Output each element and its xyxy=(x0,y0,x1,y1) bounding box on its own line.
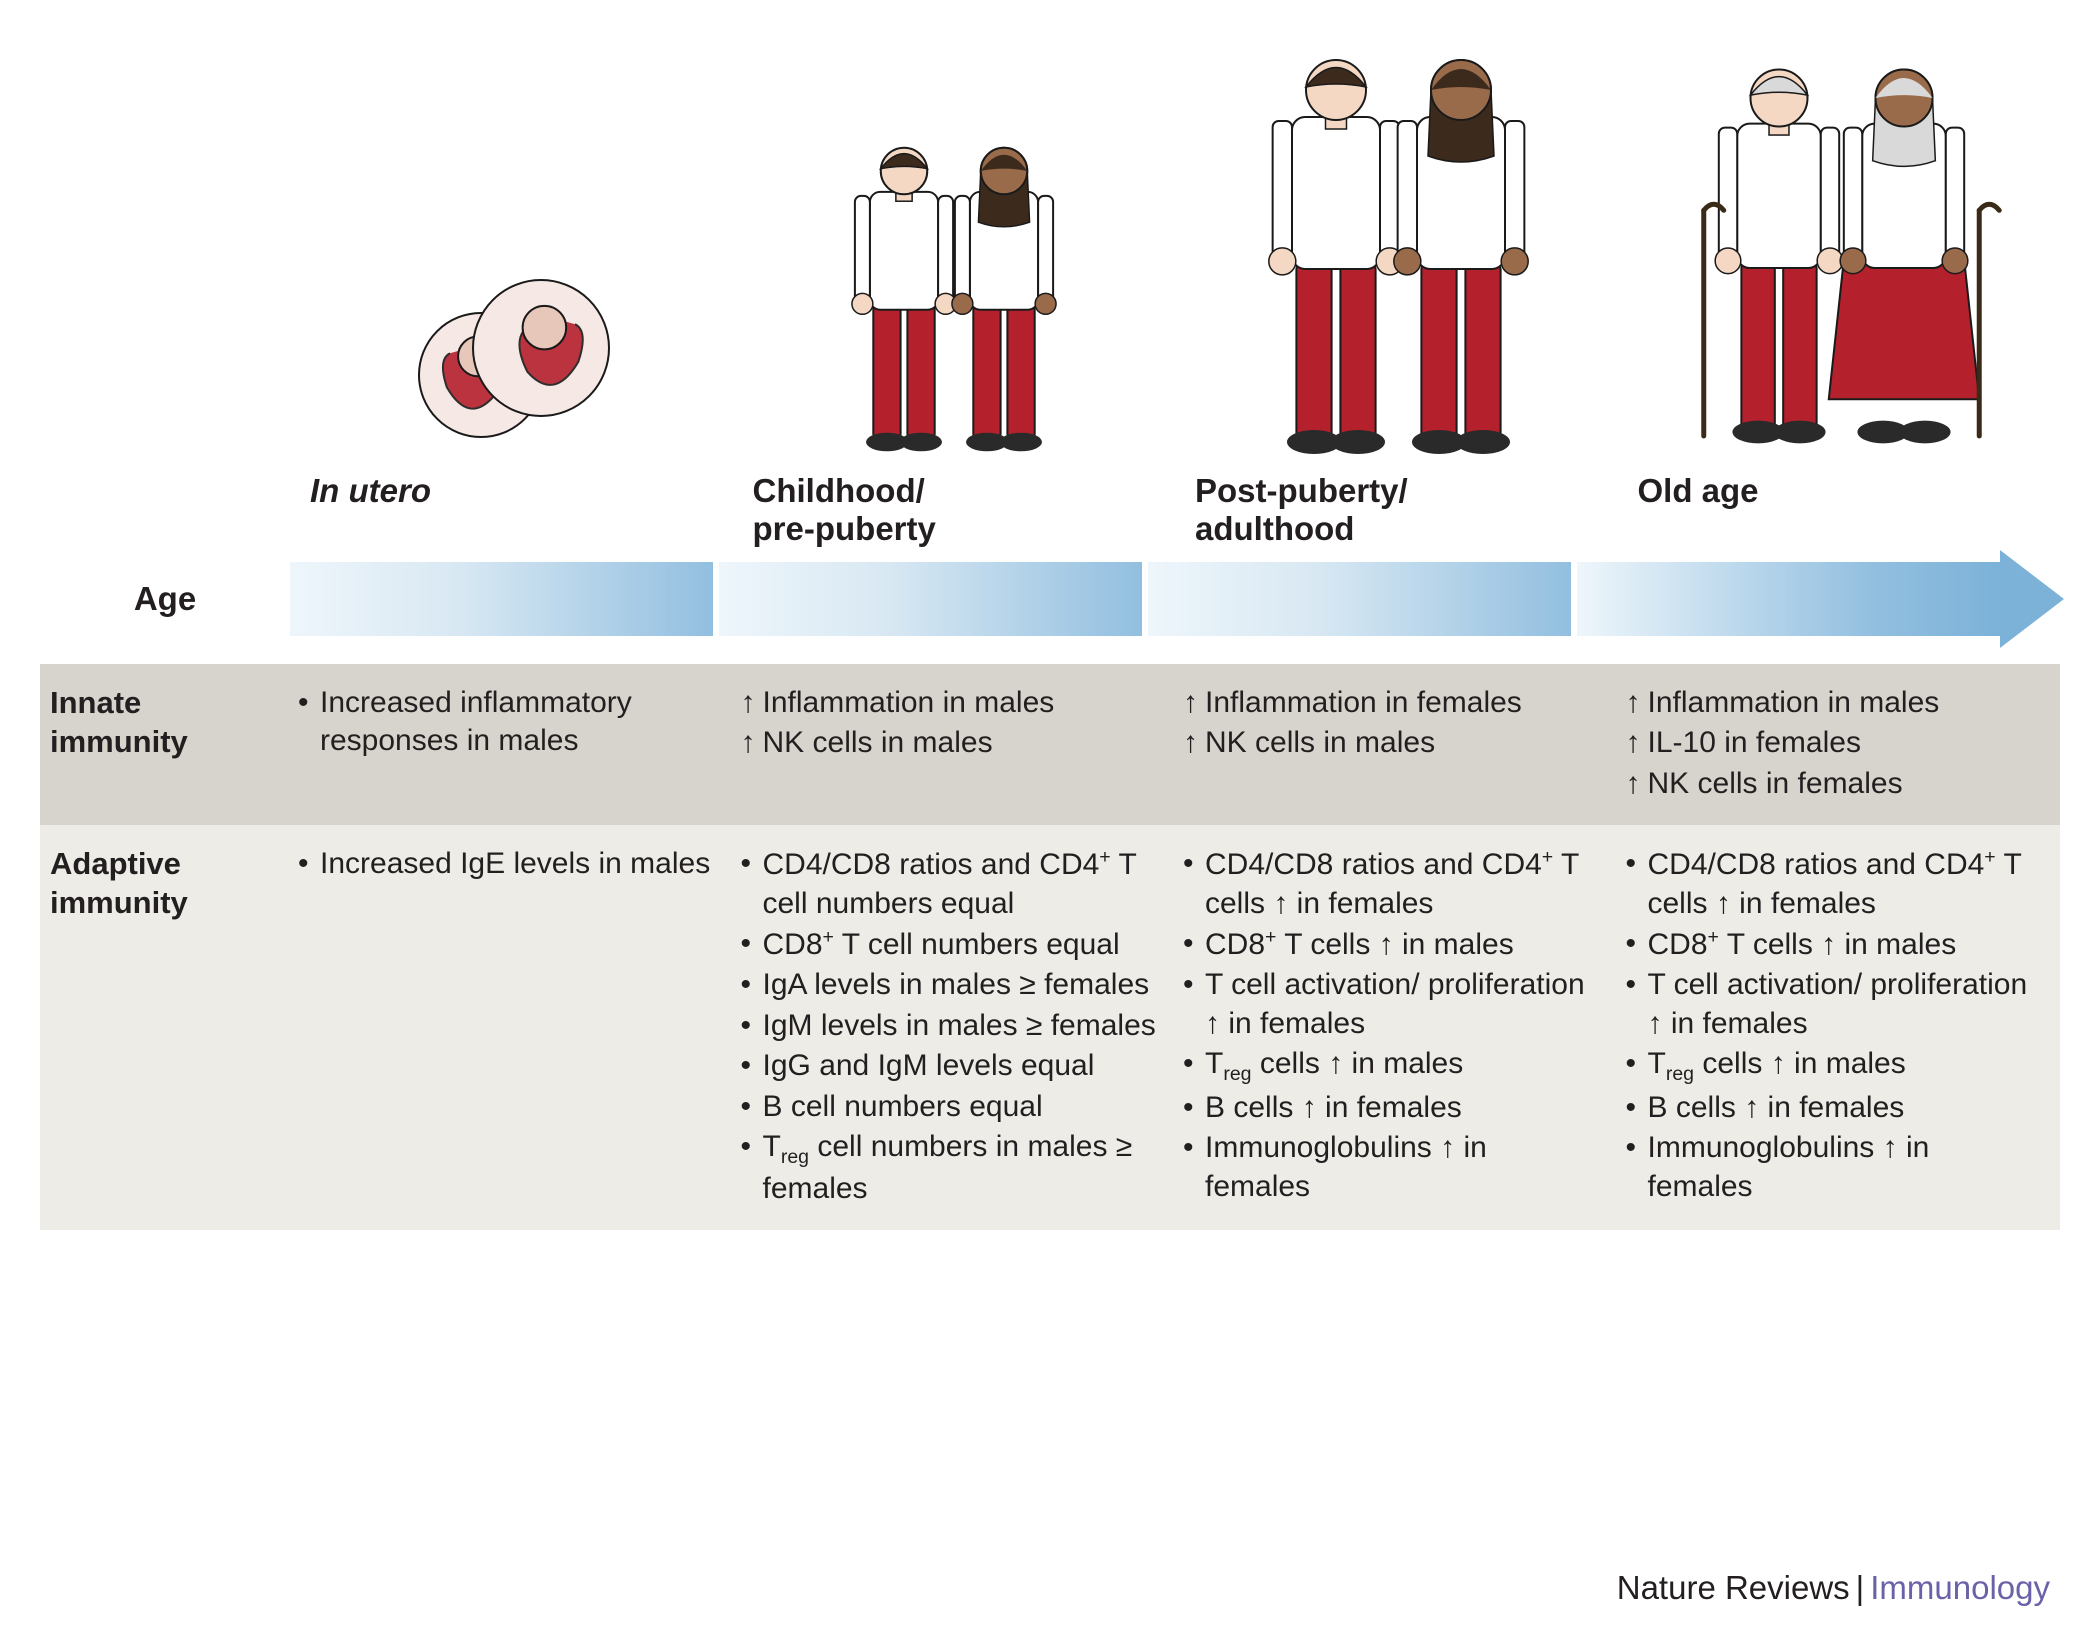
stage-label-row: In utero Childhood/pre-puberty Post-pube… xyxy=(40,472,2060,552)
stage-label-3: Old age xyxy=(1618,472,2061,552)
list-item: CD8+ T cells ↑ in males xyxy=(1626,925,2043,964)
list-item: ↑Inflammation in males xyxy=(1626,684,2043,722)
table-cell: ↑Inflammation in females↑NK cells in mal… xyxy=(1175,664,1618,825)
list-item: ↑NK cells in males xyxy=(741,724,1158,762)
fetuses-icon xyxy=(411,270,611,460)
list-item: ↑IL-10 in females xyxy=(1626,724,2043,762)
elderly-icon xyxy=(1669,60,2009,460)
age-arrow-segment xyxy=(1148,562,1571,636)
list-item: T cell activation/ proliferation ↑ in fe… xyxy=(1183,966,1600,1043)
age-axis-label: Age xyxy=(40,580,290,618)
list-item: B cell numbers equal xyxy=(741,1088,1158,1126)
stage-label-2: Post-puberty/adulthood xyxy=(1175,472,1618,552)
list-item: ↑Inflammation in females xyxy=(1183,684,1600,722)
table-row: Innate immunityIncreased inflammatory re… xyxy=(40,664,2060,825)
list-item: CD4/CD8 ratios and CD4+ T cells ↑ in fem… xyxy=(1183,845,1600,923)
stage-illustration-adulthood xyxy=(1175,50,1618,460)
table-cell: Increased IgE levels in males xyxy=(290,825,733,1230)
stage-label-0: In utero xyxy=(290,472,733,552)
journal-credit: Nature Reviews|Immunology xyxy=(1617,1569,2050,1607)
list-item: T cell activation/ proliferation ↑ in fe… xyxy=(1626,966,2043,1043)
list-item: ↑NK cells in females xyxy=(1626,765,2043,803)
list-item: ↑NK cells in males xyxy=(1183,724,1600,762)
row-header: Adaptive immunity xyxy=(40,825,290,1230)
list-item: Treg cells ↑ in males xyxy=(1626,1045,2043,1087)
table-cell: CD4/CD8 ratios and CD4+ T cell numbers e… xyxy=(733,825,1176,1230)
illustration-row xyxy=(40,20,2060,460)
credit-brand: Nature Reviews xyxy=(1617,1569,1850,1606)
credit-separator: | xyxy=(1850,1569,1871,1606)
stage-illustration-childhood xyxy=(733,140,1176,460)
list-item: B cells ↑ in females xyxy=(1626,1089,2043,1127)
arrow-head-icon xyxy=(2000,550,2064,648)
list-item: IgG and IgM levels equal xyxy=(741,1047,1158,1085)
age-arrow-segment xyxy=(1577,562,2000,636)
children-icon xyxy=(824,140,1084,460)
list-item: B cells ↑ in females xyxy=(1183,1089,1600,1127)
list-item: Treg cell numbers in males ≥ females xyxy=(741,1128,1158,1208)
list-item: Increased IgE levels in males xyxy=(298,845,715,883)
age-arrow xyxy=(290,562,2060,636)
age-axis-row: Age xyxy=(40,562,2060,636)
list-item: Immunoglobulins ↑ in females xyxy=(1626,1129,2043,1206)
list-item: CD8+ T cell numbers equal xyxy=(741,925,1158,964)
row-header: Innate immunity xyxy=(40,664,290,825)
age-arrow-segment xyxy=(719,562,1142,636)
stage-label-spacer xyxy=(40,472,290,552)
list-item: Treg cells ↑ in males xyxy=(1183,1045,1600,1087)
list-item: Immunoglobulins ↑ in females xyxy=(1183,1129,1600,1206)
table-cell: ↑Inflammation in males↑IL-10 in females↑… xyxy=(1618,664,2061,825)
table-cell: ↑Inflammation in males↑NK cells in males xyxy=(733,664,1176,825)
list-item: CD4/CD8 ratios and CD4+ T cell numbers e… xyxy=(741,845,1158,923)
data-table: Innate immunityIncreased inflammatory re… xyxy=(40,664,2060,1230)
age-arrow-segment xyxy=(290,562,713,636)
credit-section: Immunology xyxy=(1870,1569,2050,1606)
table-cell: CD4/CD8 ratios and CD4+ T cells ↑ in fem… xyxy=(1618,825,2061,1230)
list-item: ↑Inflammation in males xyxy=(741,684,1158,722)
table-row: Adaptive immunityIncreased IgE levels in… xyxy=(40,825,2060,1230)
figure: In utero Childhood/pre-puberty Post-pube… xyxy=(40,20,2060,1230)
list-item: CD4/CD8 ratios and CD4+ T cells ↑ in fem… xyxy=(1626,845,2043,923)
table-cell: Increased inflammatory responses in male… xyxy=(290,664,733,825)
stage-illustration-oldage xyxy=(1618,60,2061,460)
adults-icon xyxy=(1236,50,1556,460)
list-item: CD8+ T cells ↑ in males xyxy=(1183,925,1600,964)
stage-illustration-in-utero xyxy=(290,270,733,460)
list-item: IgM levels in males ≥ females xyxy=(741,1007,1158,1045)
table-cell: CD4/CD8 ratios and CD4+ T cells ↑ in fem… xyxy=(1175,825,1618,1230)
list-item: IgA levels in males ≥ females xyxy=(741,966,1158,1004)
list-item: Increased inflammatory responses in male… xyxy=(298,684,715,761)
stage-label-1: Childhood/pre-puberty xyxy=(733,472,1176,552)
